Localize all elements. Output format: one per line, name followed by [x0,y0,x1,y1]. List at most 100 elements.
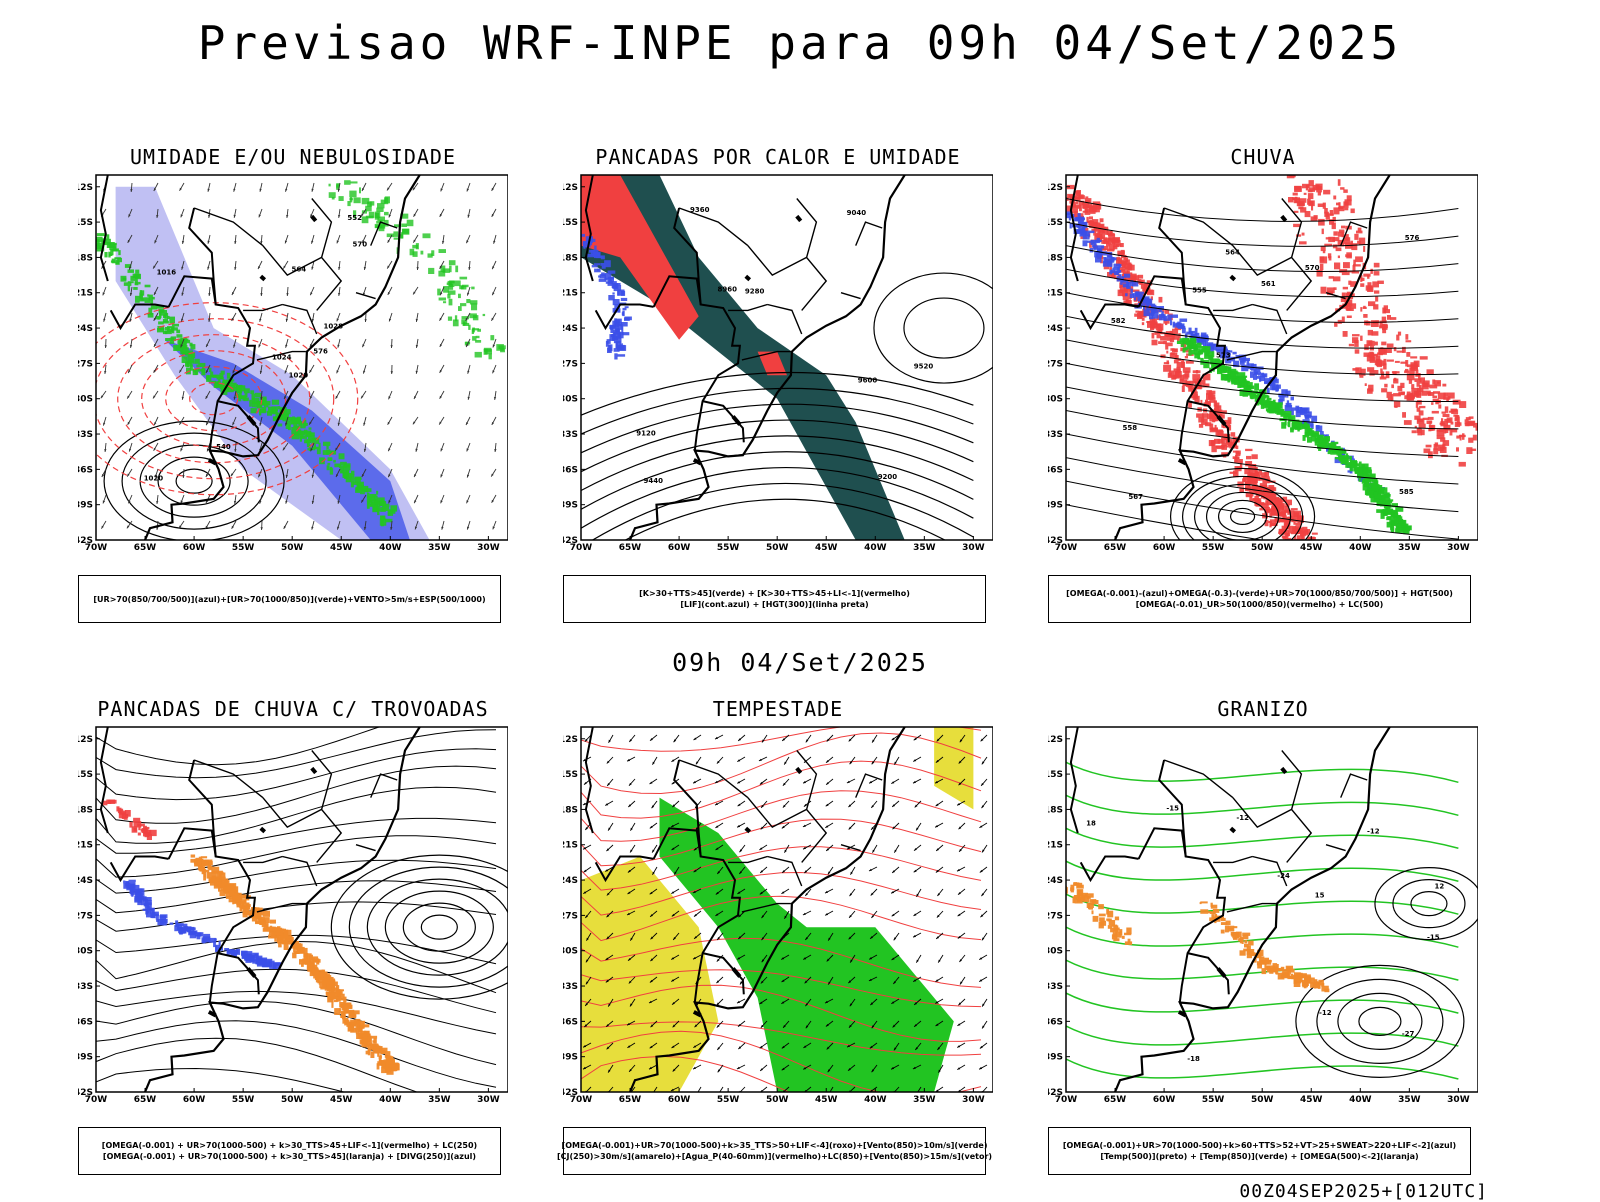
longitude-label: 30W [962,1095,985,1105]
longitude-label: 70W [85,543,108,553]
map-canvas: 1020101610241020102854055256457057612S15… [78,173,508,553]
contour-label: 9280 [745,287,765,295]
longitude-label: 40W [379,1095,402,1105]
legend-line: [K>30+TTS>45](verde) + [K>30+TTS>45+LI<-… [639,588,910,599]
longitude-label: 55W [717,543,740,553]
latitude-label: 21S [78,841,93,851]
longitude-label: 60W [1153,543,1176,553]
contour-label: 582 [1111,317,1126,325]
latitude-label: 12S [563,735,578,745]
latitude-label: 21S [1048,289,1063,299]
map-granizo: -15-12-12-12-15-18-24-2712151812S15S18S2… [1048,725,1478,1105]
panel-chuva: CHUVA 58558257657357056756456155855512S1… [1048,145,1548,615]
longitude-label: 70W [1055,1095,1078,1105]
latitude-label: 21S [1048,841,1063,851]
legend-box: [UR>70(850/700/500)](azul)+[UR>70(1000/8… [78,575,501,623]
longitude-label: 40W [1349,543,1372,553]
contour-label: 12 [1435,883,1445,891]
panel-granizo: GRANIZO -15-12-12-12-15-18-24-2712151812… [1048,697,1548,1167]
longitude-label: 30W [962,543,985,553]
latitude-label: 18S [563,253,578,263]
longitude-label: 65W [134,543,157,553]
latitude-label: 27S [78,359,93,369]
contour-label: 561 [1261,280,1276,288]
forecast-time-label: 09h 04/Set/2025 [0,648,1600,677]
map-tempestade: 12S15S18S21S24S27S30S33S36S39S42S70W65W6… [563,725,993,1105]
latitude-label: 24S [1048,324,1063,334]
panel-title: TEMPESTADE [563,697,993,721]
latitude-label: 24S [1048,876,1063,886]
latitude-label: 24S [563,876,578,886]
latitude-label: 36S [1048,465,1063,475]
legend-box: [OMEGA(-0.001)+UR>70(1000-500)+k>60+TTS>… [1048,1127,1471,1175]
longitude-label: 30W [477,1095,500,1105]
longitude-label: 70W [1055,543,1078,553]
map-chuva: 58558257657357056756456155855512S15S18S2… [1048,173,1478,553]
longitude-label: 35W [428,1095,451,1105]
map-canvas: -15-12-12-12-15-18-24-2712151812S15S18S2… [1048,725,1478,1105]
longitude-label: 55W [1202,543,1225,553]
longitude-label: 70W [570,543,593,553]
contour-label: 555 [1192,287,1207,295]
latitude-label: 21S [563,841,578,851]
latitude-label: 36S [563,465,578,475]
contour-label: -12 [1319,1009,1332,1017]
latitude-label: 15S [78,770,93,780]
latitude-label: 15S [78,218,93,228]
longitude-label: 50W [1251,543,1274,553]
latitude-label: 18S [563,805,578,815]
longitude-label: 35W [913,1095,936,1105]
contour-label: 8960 [718,286,738,294]
legend-line: [CJ(250)>30m/s](amarelo)+[Agua_P(40-60mm… [557,1151,992,1162]
latitude-label: 39S [563,501,578,511]
longitude-label: 30W [1447,1095,1470,1105]
latitude-label: 21S [563,289,578,299]
longitude-label: 35W [1398,543,1421,553]
longitude-label: 60W [183,543,206,553]
contour-label: 9440 [644,477,664,485]
map-canvas: 12S15S18S21S24S27S30S33S36S39S42S70W65W6… [78,725,508,1105]
latitude-label: 36S [1048,1017,1063,1027]
panel-pancadas-trovoadas: PANCADAS DE CHUVA C/ TROVOADAS 12S 15S 18S… [78,697,578,1167]
longitude-label: 40W [379,543,402,553]
latitude-label: 30S [1048,395,1063,405]
legend-line: [OMEGA(-0.001)-(azul)+OMEGA(-0.3)-(verde… [1066,588,1453,599]
latitude-label: 15S [563,218,578,228]
longitude-label: 45W [330,1095,353,1105]
latitude-label: 33S [78,430,93,440]
panel-title: PANCADAS DE CHUVA C/ TROVOADAS [78,697,508,721]
latitude-label: 33S [1048,430,1063,440]
longitude-label: 35W [1398,1095,1421,1105]
longitude-label: 65W [1104,1095,1127,1105]
panel-title: GRANIZO [1048,697,1478,721]
contour-label: -15 [1427,933,1440,941]
latitude-label: 27S [1048,911,1063,921]
contour-label: 9520 [914,363,934,371]
longitude-label: 65W [1104,543,1127,553]
panel-title: CHUVA [1048,145,1478,169]
latitude-label: 15S [563,770,578,780]
contour-label: 18 [1086,820,1096,828]
longitude-label: 55W [232,1095,255,1105]
contour-label: 540 [216,443,231,451]
map-umidade: 1020101610241020102854055256457057612S15… [78,173,508,553]
panel-title: UMIDADE E/OU NEBULOSIDADE [78,145,508,169]
longitude-label: 50W [281,1095,304,1105]
latitude-label: 27S [78,911,93,921]
main-title: Previsao WRF-INPE para 09h 04/Set/2025 [0,16,1600,70]
legend-box: [OMEGA(-0.001)-(azul)+OMEGA(-0.3)-(verde… [1048,575,1471,623]
contour-label: 9600 [858,376,878,384]
latitude-label: 30S [563,395,578,405]
latitude-label: 30S [78,395,93,405]
latitude-label: 39S [78,501,93,511]
longitude-label: 60W [1153,1095,1176,1105]
latitude-label: 30S [1048,947,1063,957]
longitude-label: 45W [330,543,353,553]
latitude-label: 24S [78,876,93,886]
latitude-label: 36S [78,465,93,475]
legend-line: [OMEGA(-0.01)_UR>50(1000/850)(vermelho) … [1136,599,1384,610]
legend-line: [OMEGA(-0.001)+UR>70(1000-500)+k>35_TTS>… [562,1140,988,1151]
legend-line: [LIF](cont.azul) + [HGT(300)](linha pret… [680,599,868,610]
